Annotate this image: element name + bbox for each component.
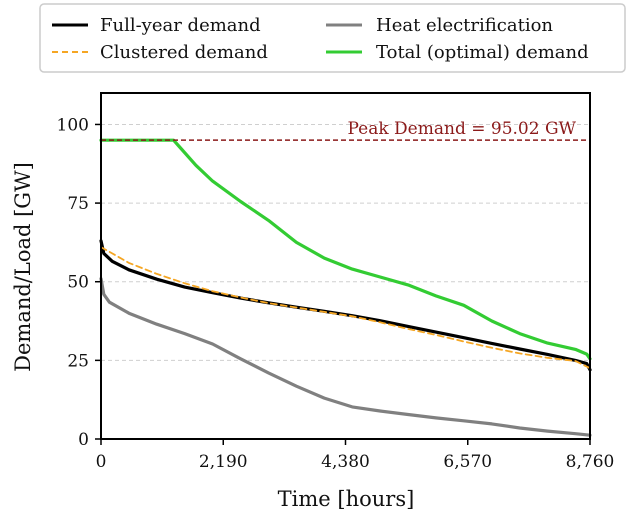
y-tick-label: 100 xyxy=(57,115,89,135)
legend-entry-full-year: Full-year demand xyxy=(52,15,261,36)
legend-label-full-year: Full-year demand xyxy=(100,15,261,36)
x-tick-label: 2,190 xyxy=(199,452,248,472)
series-line-clustered-demand xyxy=(100,246,591,370)
y-tick-label: 50 xyxy=(67,273,89,293)
legend-label-total: Total (optimal) demand xyxy=(376,42,589,63)
legend-entry-heat: Heat electrification xyxy=(326,15,553,36)
x-axis-label: Time [hours] xyxy=(278,487,415,511)
peak-demand-label: Peak Demand = 95.02 GW xyxy=(347,119,576,139)
y-tick-label: 0 xyxy=(78,430,89,450)
grid-lines xyxy=(101,123,590,361)
series-line-total-optimal-demand xyxy=(99,138,592,361)
annotations: Peak Demand = 95.02 GW xyxy=(101,119,590,141)
plot-series xyxy=(99,138,592,437)
y-axis-label: Demand/Load [GW] xyxy=(11,162,35,372)
series-line-full-year-demand xyxy=(99,239,592,372)
legend: Full-year demand Heat electrification Cl… xyxy=(39,3,626,73)
legend-label-heat: Heat electrification xyxy=(376,15,553,36)
axes: 0 2,190 4,380 6,570 8,760 0 25 50 75 100 xyxy=(57,92,615,472)
series-line-heat-electrification xyxy=(99,277,592,437)
legend-entry-total: Total (optimal) demand xyxy=(326,42,589,63)
y-tick-label: 25 xyxy=(67,351,89,371)
x-tick-label: 8,760 xyxy=(566,452,615,472)
legend-frame xyxy=(39,3,626,73)
x-tick-label: 4,380 xyxy=(321,452,370,472)
x-tick-label: 6,570 xyxy=(443,452,492,472)
legend-label-clustered: Clustered demand xyxy=(100,42,268,63)
legend-entry-clustered: Clustered demand xyxy=(52,42,268,63)
x-tick-label: 0 xyxy=(96,452,107,472)
y-tick-label: 75 xyxy=(67,194,89,214)
